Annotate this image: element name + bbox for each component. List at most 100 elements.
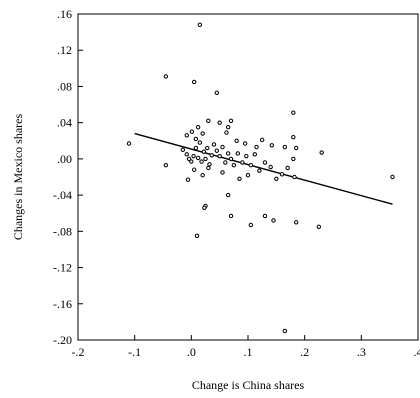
data-point <box>262 160 268 165</box>
data-point <box>291 134 296 140</box>
data-point <box>195 155 201 161</box>
data-point <box>211 142 217 147</box>
data-point <box>209 153 214 158</box>
data-point <box>279 172 285 177</box>
data-point <box>293 220 299 225</box>
data-point <box>228 156 234 162</box>
data-point <box>240 160 245 165</box>
data-point <box>274 176 279 182</box>
data-point <box>291 156 296 162</box>
data-point <box>214 90 220 95</box>
data-point <box>191 79 197 85</box>
data-point <box>194 233 200 239</box>
x-tick-label: .0 <box>187 345 196 359</box>
data-point <box>217 120 222 125</box>
data-point <box>191 167 197 172</box>
x-tick-label: .4 <box>414 345 420 359</box>
data-point <box>207 162 212 167</box>
x-axis-tick-labels: -.2 -.1 .0 .1 .2 .3 .4 <box>72 345 420 359</box>
x-tick-label: .1 <box>244 345 253 359</box>
data-point <box>285 165 290 171</box>
y-tick-label: .08 <box>57 79 72 93</box>
data-point <box>282 144 288 150</box>
data-point <box>262 213 268 219</box>
data-point <box>228 118 234 124</box>
data-point <box>231 163 237 168</box>
data-point <box>201 149 207 154</box>
data-point <box>195 124 201 130</box>
data-point <box>248 163 254 168</box>
data-point <box>220 170 225 175</box>
data-point <box>225 151 231 156</box>
data-point <box>197 140 203 145</box>
plot-frame <box>77 13 419 341</box>
data-point <box>186 156 192 162</box>
data-point <box>293 145 299 151</box>
y-tick-label: -.16 <box>53 297 72 311</box>
data-point <box>282 328 288 334</box>
data-point <box>234 138 239 143</box>
data-point <box>185 177 191 182</box>
x-tick-label: -.2 <box>72 345 85 359</box>
data-point <box>225 192 231 198</box>
data-point <box>245 172 251 178</box>
data-point <box>214 148 220 153</box>
data-point <box>319 150 324 155</box>
data-points <box>126 22 395 334</box>
data-point <box>206 118 211 124</box>
data-point <box>193 136 199 142</box>
data-point <box>235 151 241 156</box>
y-tick-label: .00 <box>57 152 72 166</box>
data-point <box>269 143 274 148</box>
data-point <box>292 174 297 180</box>
data-point <box>228 213 234 219</box>
y-tick-label: -.04 <box>53 188 72 202</box>
data-point <box>390 174 395 180</box>
data-point <box>259 137 265 143</box>
y-tick-label: -.08 <box>53 224 72 238</box>
x-axis-title: Change is China shares <box>192 378 305 392</box>
data-point <box>203 156 208 162</box>
data-point <box>200 172 205 178</box>
y-tick-label: .12 <box>57 43 72 57</box>
data-point <box>225 124 231 130</box>
data-point <box>237 176 242 182</box>
data-point <box>202 205 207 210</box>
data-point <box>268 164 273 170</box>
y-tick-label: .16 <box>57 7 72 21</box>
data-point <box>163 163 169 168</box>
x-tick-label: .2 <box>300 345 309 359</box>
y-tick-label: -.12 <box>53 261 72 275</box>
data-point <box>200 131 205 136</box>
data-point <box>254 144 259 150</box>
data-point <box>205 145 210 151</box>
y-axis-title: Changes in Mexico shares <box>11 114 25 241</box>
y-axis-tick-labels: -.20 -.16 -.12 -.08 -.04 .00 .04 .08 .12 .16 <box>53 7 72 347</box>
y-tick-label: .04 <box>57 116 72 130</box>
x-tick-label: -.1 <box>128 345 141 359</box>
data-point <box>193 145 199 151</box>
data-point <box>316 224 322 230</box>
data-point <box>217 153 222 159</box>
data-point <box>184 133 190 138</box>
data-point <box>191 153 196 159</box>
data-point <box>184 152 190 157</box>
data-point <box>180 147 186 153</box>
data-point <box>224 130 229 135</box>
data-point <box>189 159 194 164</box>
data-point <box>242 141 248 146</box>
data-point <box>197 22 203 28</box>
data-point <box>291 110 296 115</box>
data-point <box>257 168 262 173</box>
data-point <box>163 74 169 79</box>
data-point <box>271 218 276 223</box>
data-point <box>248 222 254 228</box>
data-point <box>223 160 228 165</box>
data-point <box>206 165 211 171</box>
data-point <box>244 153 249 159</box>
x-tick-label: .3 <box>357 345 366 359</box>
data-point <box>220 144 225 150</box>
data-point <box>199 159 204 164</box>
plot-area: -.2 -.1 .0 .1 .2 .3 .4 -.20 -.16 -.12 -.08 -.04 .00… <box>53 7 420 359</box>
